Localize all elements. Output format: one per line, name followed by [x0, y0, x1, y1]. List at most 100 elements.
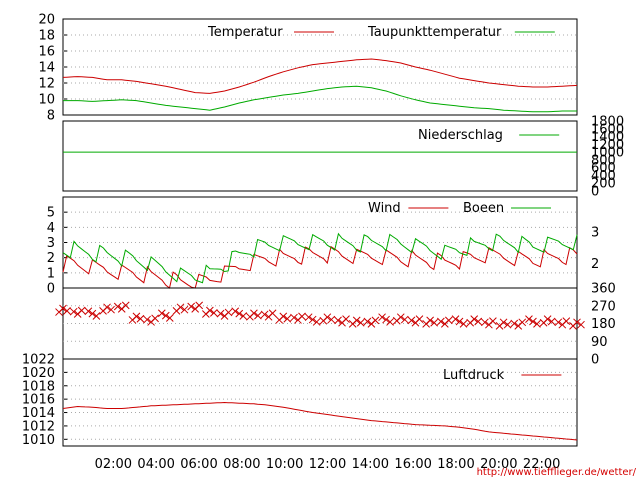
direction-mark: [342, 315, 350, 324]
direction-mark: [470, 315, 479, 324]
direction-mark: [132, 312, 141, 321]
y-tick-label: 2: [47, 251, 55, 266]
direction-mark: [407, 316, 416, 325]
direction-mark: [543, 315, 552, 324]
y-tick-label: 1400: [591, 130, 624, 145]
direction-mark: [386, 318, 394, 326]
series-line-0: [62, 401, 578, 441]
direction-mark: [239, 312, 248, 320]
direction-mark: [415, 315, 424, 324]
x-tick-label: 04:00: [137, 457, 174, 472]
y-tick-label: 1018: [22, 379, 55, 394]
direction-mark: [474, 317, 483, 326]
y-tick-label: 1012: [22, 419, 55, 434]
x-tick-label: 12:00: [309, 457, 346, 472]
direction-mark: [573, 318, 581, 327]
direction-mark: [426, 316, 434, 325]
y-tick-label: 5: [47, 206, 55, 221]
y-tick-label: 20: [38, 13, 55, 28]
y-tick-label: 400: [591, 169, 616, 184]
direction-mark: [489, 317, 497, 325]
direction-mark: [224, 308, 233, 317]
panel-frame: [62, 358, 578, 447]
y-tick-label: 1000: [591, 146, 624, 161]
y-tick-label: 1016: [22, 393, 55, 408]
x-tick-label: 10:00: [266, 457, 303, 472]
panel-wind-direction: 0 90 180 270 360: [55, 282, 616, 368]
y-tick-label-right: 360: [591, 282, 616, 297]
direction-mark: [518, 318, 527, 327]
legend-label: Luftdruck: [443, 368, 505, 383]
direction-mark: [304, 313, 313, 322]
direction-mark: [436, 317, 445, 326]
panel-frame: [62, 120, 578, 192]
y-tick-label: 0: [591, 185, 599, 200]
direction-mark: [327, 315, 336, 324]
y-tick-label: 1020: [22, 366, 55, 381]
direction-mark: [396, 313, 405, 322]
direction-mark: [577, 320, 585, 329]
direction-mark: [77, 306, 86, 315]
y-tick-label: 1014: [22, 406, 55, 421]
direction-mark: [279, 312, 288, 321]
direction-mark: [121, 301, 130, 310]
direction-mark: [157, 309, 166, 318]
x-tick-label: 20:00: [480, 457, 517, 472]
direction-mark: [444, 316, 453, 325]
direction-mark: [400, 315, 409, 324]
y-tick-label: 18: [38, 29, 55, 44]
direction-mark: [180, 305, 189, 314]
direction-mark: [533, 320, 541, 328]
y-tick-label: 1010: [22, 433, 55, 448]
direction-mark: [88, 309, 97, 318]
direction-mark: [562, 317, 571, 325]
direction-mark: [231, 307, 240, 316]
direction-mark: [451, 315, 460, 324]
series-line-1: [63, 85, 577, 113]
direction-mark: [323, 313, 332, 322]
direction-mark: [499, 318, 508, 327]
x-tick-label: 14:00: [352, 457, 389, 472]
y-tick-label: 16: [38, 45, 55, 60]
direction-mark: [143, 315, 151, 324]
y-tick-label: 12: [38, 77, 55, 92]
direction-mark: [260, 310, 269, 319]
direction-mark: [187, 302, 196, 311]
direction-mark: [103, 303, 111, 312]
y-tick-label: 0: [47, 282, 55, 297]
direction-mark: [547, 317, 556, 326]
direction-mark: [254, 311, 262, 320]
y-tick-label-right: 0: [591, 353, 599, 368]
direction-mark: [84, 307, 93, 316]
y-tick-label: 1800: [591, 115, 624, 130]
direction-mark: [334, 316, 342, 325]
y-tick-label: 14: [38, 61, 55, 76]
direction-mark: [481, 318, 489, 327]
source-url: http://www.tiefflieger.de/wetter/: [477, 467, 637, 478]
direction-mark: [352, 316, 361, 325]
direction-mark: [165, 314, 174, 322]
y-tick-label: 800: [591, 153, 616, 168]
direction-mark: [363, 317, 372, 326]
direction-mark: [371, 316, 380, 325]
direction-mark: [151, 314, 159, 323]
y-tick-label: 1200: [591, 138, 624, 153]
direction-mark: [529, 317, 537, 326]
y-tick-label: 600: [591, 161, 616, 176]
direction-mark: [63, 307, 71, 315]
x-tick-label: 22:00: [523, 457, 560, 472]
direction-mark: [107, 305, 115, 314]
y-tick-label-right: 2: [591, 257, 599, 272]
y-tick-label: 3: [47, 236, 55, 251]
direction-mark: [136, 314, 145, 323]
direction-mark: [312, 318, 321, 326]
legend-label: Temperatur: [207, 25, 283, 40]
x-tick-label: 18:00: [437, 457, 474, 472]
y-tick-label: 8: [47, 109, 55, 124]
direction-mark: [69, 307, 78, 316]
